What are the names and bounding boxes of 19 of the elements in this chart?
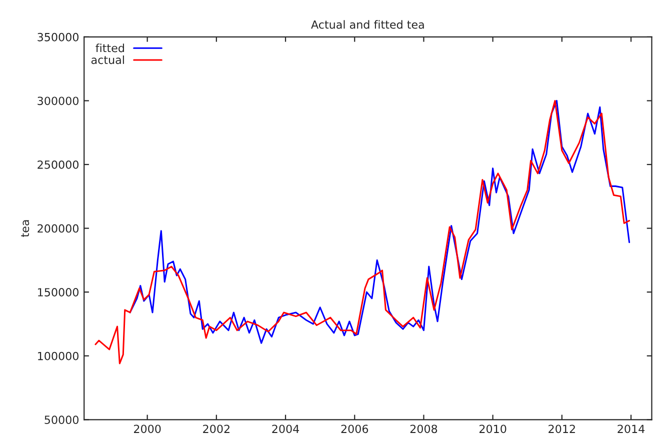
legend-label: actual [91, 55, 124, 64]
chart-title: Actual and fitted tea [311, 20, 424, 29]
y-tick-label: 150000 [38, 288, 78, 296]
y-tick-label: 300000 [38, 96, 78, 106]
y-tick-label: 200000 [38, 224, 78, 233]
x-tick-label: 2000 [134, 424, 161, 434]
x-tick-label: 2004 [272, 424, 300, 434]
x-tick-label: 2002 [203, 424, 230, 434]
x-tick-label: 2006 [341, 424, 368, 434]
y-tick-label: 50000 [44, 416, 78, 424]
y-tick-label: 350000 [38, 32, 78, 42]
y-axis-title: tea [21, 220, 30, 237]
y-tick-label: 250000 [38, 160, 78, 169]
y-tick-label: 100000 [38, 352, 78, 360]
x-tick-label: 2014 [618, 424, 645, 434]
x-tick-label: 2012 [548, 424, 575, 434]
x-tick-label: 2010 [479, 424, 506, 434]
legend-label: fitted [96, 44, 124, 52]
x-tick-label: 2008 [410, 424, 438, 434]
